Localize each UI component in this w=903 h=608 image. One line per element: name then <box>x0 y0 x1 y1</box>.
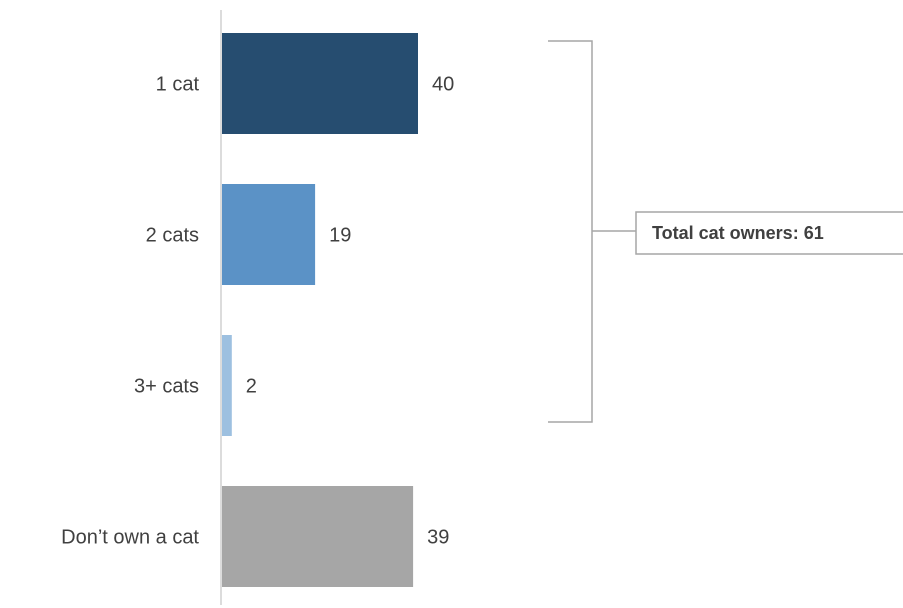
category-label-0: 1 cat <box>156 74 200 96</box>
bar-3 <box>222 486 414 587</box>
value-label-3: 39 <box>427 527 449 549</box>
value-label-0: 40 <box>432 74 454 96</box>
total-owners-callout-box <box>635 211 903 255</box>
value-label-1: 19 <box>329 225 351 247</box>
category-label-2: 3+ cats <box>134 376 199 398</box>
value-label-2: 2 <box>246 376 257 398</box>
category-label-1: 2 cats <box>146 225 199 247</box>
category-label-3: Don’t own a cat <box>61 527 199 549</box>
bar-0 <box>222 33 418 134</box>
total-owners-callout: Total cat owners: 61 <box>652 223 824 243</box>
bar-2 <box>222 335 232 436</box>
bar-1 <box>222 184 316 285</box>
owners-bracket <box>548 40 636 423</box>
